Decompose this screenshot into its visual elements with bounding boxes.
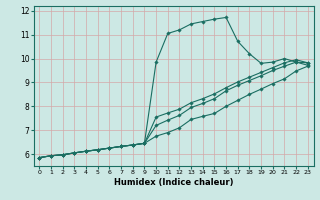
X-axis label: Humidex (Indice chaleur): Humidex (Indice chaleur) bbox=[114, 178, 233, 187]
